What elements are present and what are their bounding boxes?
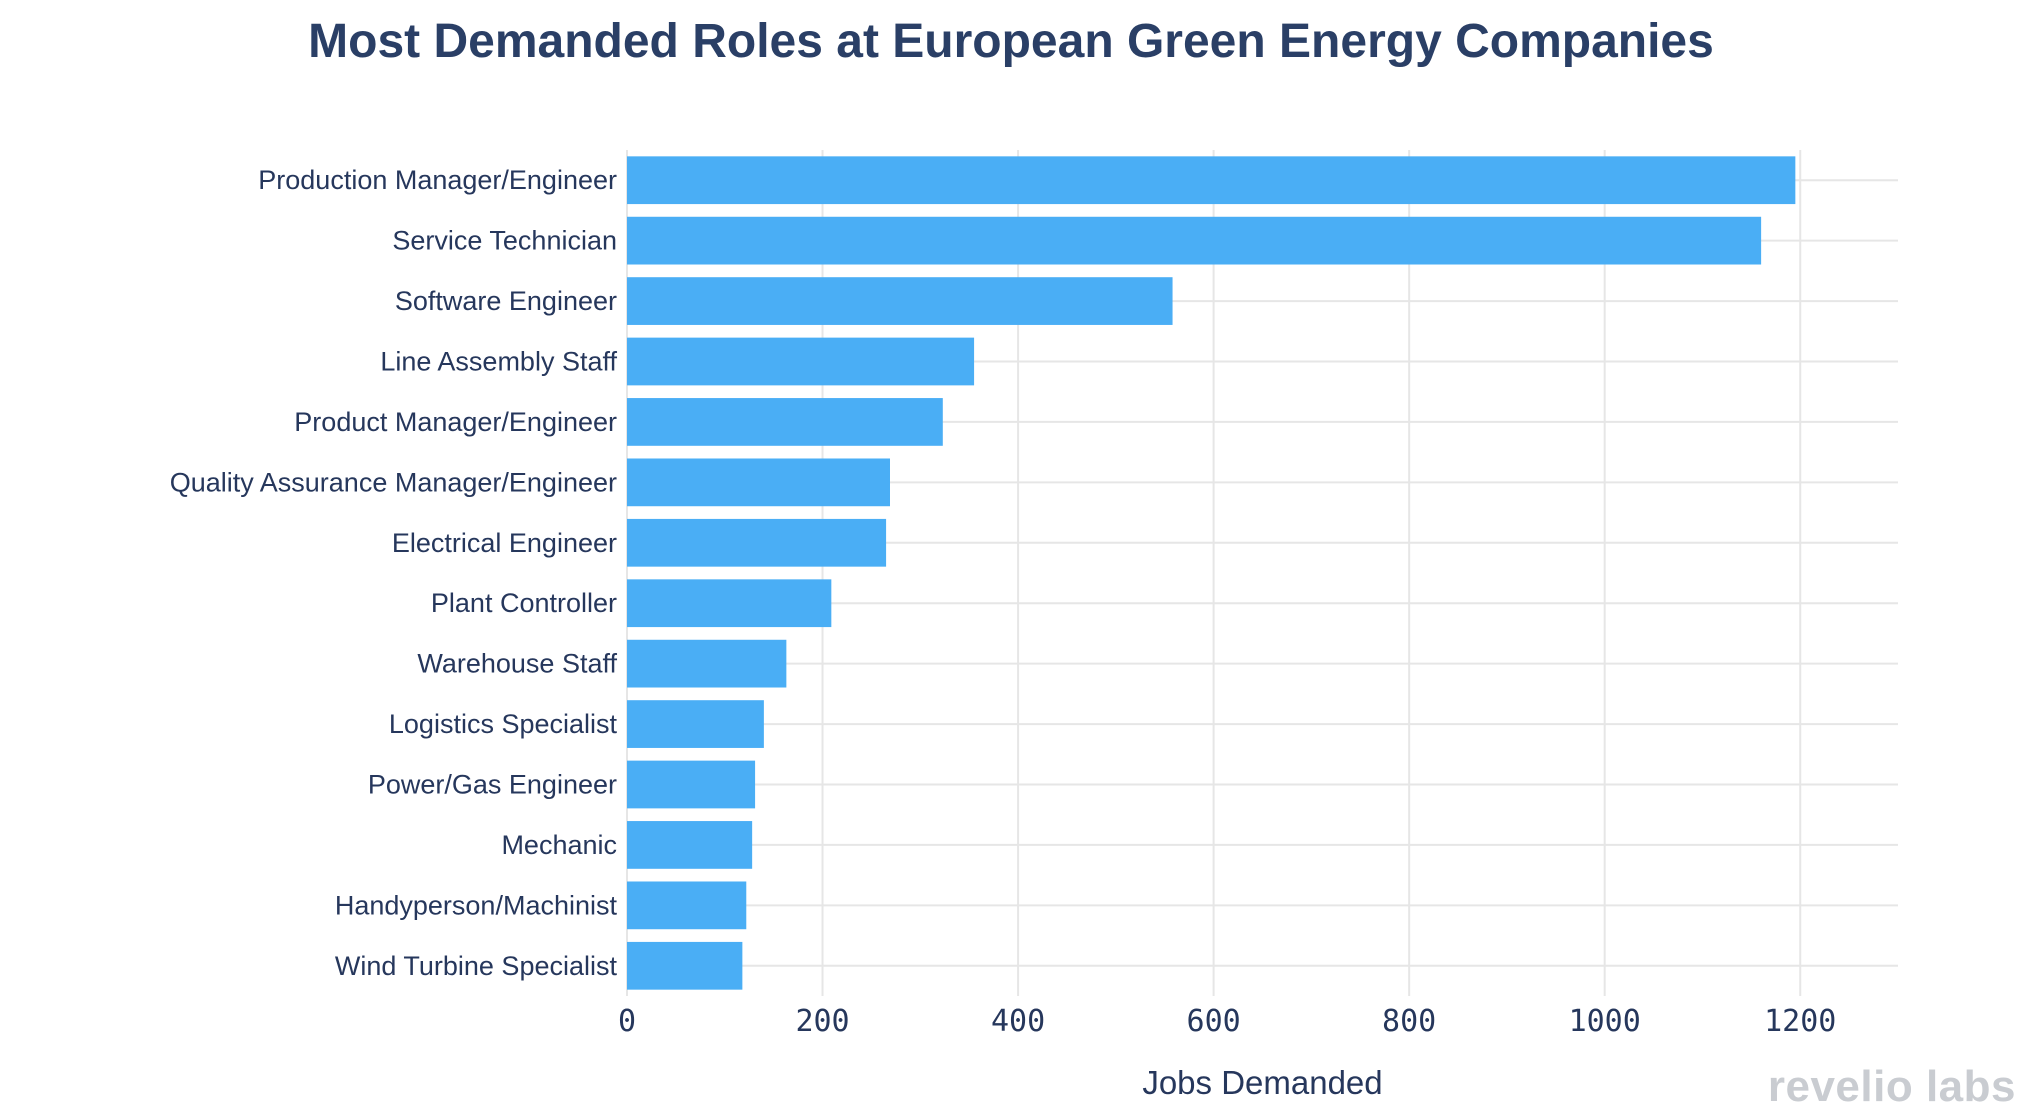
x-tick-label: 1000: [1569, 1004, 1641, 1039]
bar: [627, 337, 975, 386]
bar: [627, 941, 743, 990]
bar: [627, 518, 887, 567]
category-label: Quality Assurance Manager/Engineer: [170, 467, 617, 497]
bar: [627, 700, 764, 748]
bar: [627, 398, 943, 446]
x-tick-label: 400: [991, 1004, 1045, 1039]
x-axis-title: Jobs Demanded: [1142, 1064, 1382, 1101]
bar: [627, 881, 747, 930]
category-label: Mechanic: [501, 830, 617, 860]
category-label: Service Technician: [392, 226, 617, 256]
category-label: Wind Turbine Specialist: [335, 951, 618, 981]
category-label: Line Assembly Staff: [380, 347, 617, 377]
revelio-labs-logo: revelio labs: [1767, 1062, 2016, 1111]
x-tick-label: 0: [618, 1004, 636, 1039]
bar: [627, 821, 753, 869]
category-label: Product Manager/Engineer: [294, 407, 617, 437]
category-label: Power/Gas Engineer: [368, 770, 617, 800]
category-label: Warehouse Staff: [417, 649, 617, 679]
x-tick-label: 200: [795, 1004, 849, 1039]
bar: [627, 760, 756, 809]
category-label: Electrical Engineer: [392, 528, 617, 558]
category-label: Logistics Specialist: [389, 709, 618, 739]
x-tick-label: 800: [1382, 1004, 1436, 1039]
x-tick-labels: 0 200 400 600 800 1000 1200: [618, 1004, 1836, 1039]
bar: [627, 277, 1173, 325]
category-labels: Production Manager/Engineer Service Techn…: [170, 165, 618, 981]
category-label: Software Engineer: [395, 286, 617, 316]
category-label: Plant Controller: [431, 588, 617, 618]
gridlines: [626, 150, 1898, 996]
bar: [627, 156, 1796, 205]
category-label: Handyperson/Machinist: [335, 890, 618, 920]
category-label: Production Manager/Engineer: [258, 165, 617, 195]
x-tick-label: 1200: [1764, 1004, 1836, 1039]
bar: [627, 458, 890, 507]
x-tick-label: 600: [1187, 1004, 1241, 1039]
chart-title: Most Demanded Roles at European Green En…: [308, 15, 1714, 68]
bar: [627, 639, 787, 688]
bar: [627, 216, 1762, 265]
bars: [627, 156, 1796, 990]
bar: [627, 579, 832, 628]
